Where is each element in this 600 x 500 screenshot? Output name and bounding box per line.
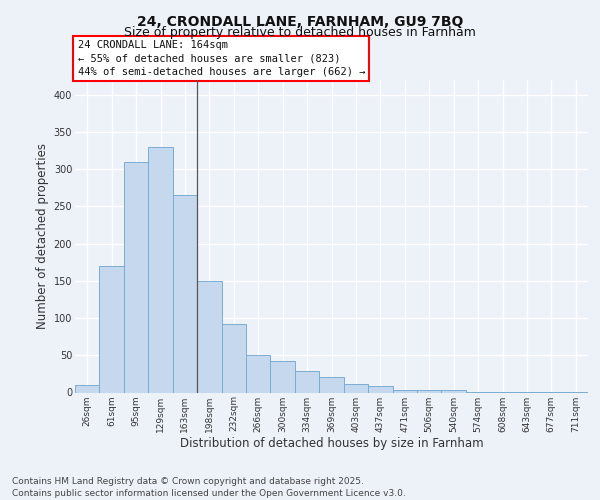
- Bar: [173, 196, 197, 392]
- Bar: [344, 384, 368, 392]
- Text: 24, CRONDALL LANE, FARNHAM, GU9 7BQ: 24, CRONDALL LANE, FARNHAM, GU9 7BQ: [137, 15, 463, 29]
- Y-axis label: Number of detached properties: Number of detached properties: [37, 143, 49, 329]
- Bar: [75, 385, 100, 392]
- Bar: [368, 386, 392, 392]
- Bar: [392, 390, 417, 392]
- Bar: [246, 356, 271, 393]
- Text: Size of property relative to detached houses in Farnham: Size of property relative to detached ho…: [124, 26, 476, 39]
- Bar: [100, 266, 124, 392]
- Bar: [442, 390, 466, 392]
- Text: Contains HM Land Registry data © Crown copyright and database right 2025.
Contai: Contains HM Land Registry data © Crown c…: [12, 476, 406, 498]
- Bar: [271, 360, 295, 392]
- Bar: [417, 390, 442, 392]
- Bar: [319, 377, 344, 392]
- Bar: [221, 324, 246, 392]
- X-axis label: Distribution of detached houses by size in Farnham: Distribution of detached houses by size …: [179, 437, 484, 450]
- Bar: [295, 371, 319, 392]
- Bar: [148, 147, 173, 392]
- Bar: [197, 281, 221, 392]
- Bar: [124, 162, 148, 392]
- Text: 24 CRONDALL LANE: 164sqm
← 55% of detached houses are smaller (823)
44% of semi-: 24 CRONDALL LANE: 164sqm ← 55% of detach…: [77, 40, 365, 77]
